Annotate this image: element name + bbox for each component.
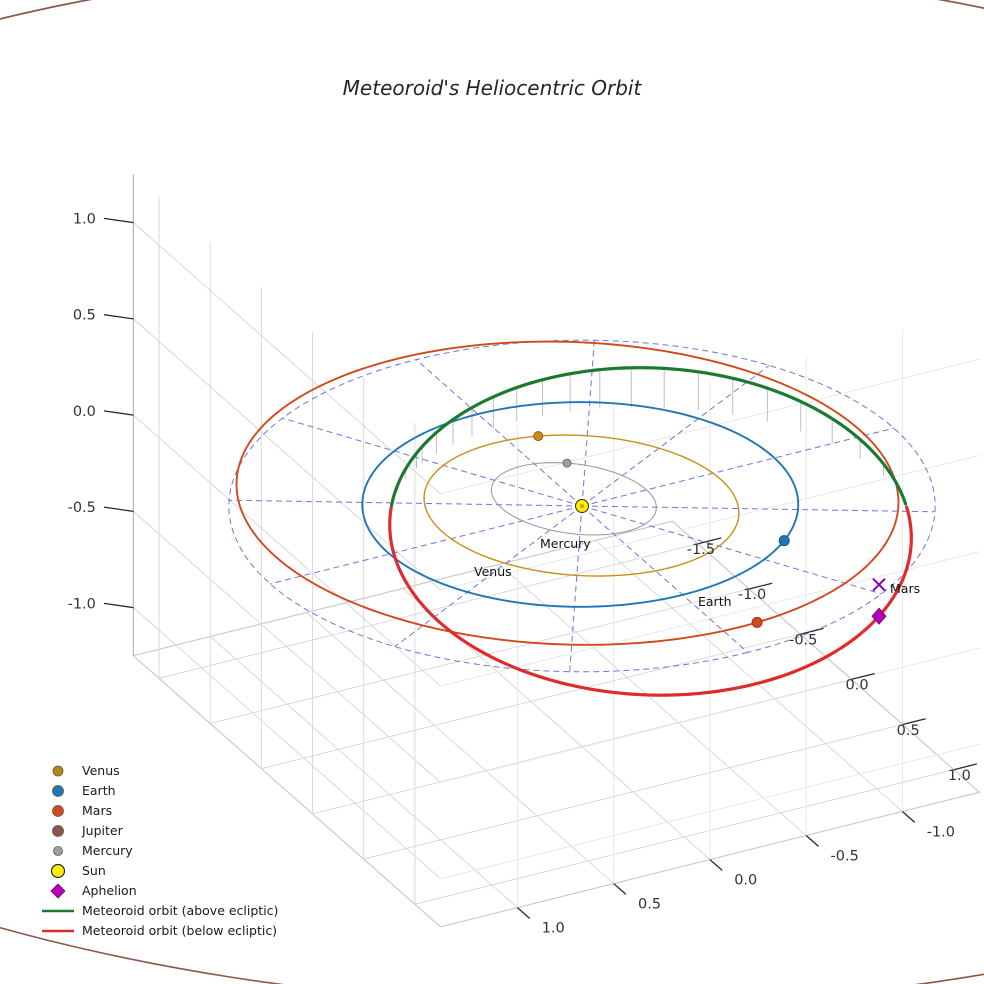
legend-label: Aphelion	[82, 883, 137, 898]
legend-dot-swatch	[50, 863, 66, 879]
y-tick-1-tickmark	[805, 835, 819, 847]
venus-marker	[533, 431, 544, 442]
legend-dot-swatch	[52, 785, 64, 797]
legend: Venus Earth Mars Jupiter Mercury Sun Aphelion M…	[42, 763, 278, 938]
x-tick-0-tickmark	[697, 537, 722, 545]
legend-label: Mercury	[82, 843, 133, 858]
sun-core	[580, 504, 584, 508]
orbit-venus	[423, 434, 740, 577]
x-tick-0: -1.5	[687, 542, 715, 558]
legend-label: Venus	[82, 763, 120, 778]
axis-ticks: -1.5 -1.0 -0.5 0.0 0.5 1.0 -1.0 -0.5 0.0 0.5 1.0 1.…	[68, 211, 978, 937]
x-tick-3-tickmark	[851, 672, 875, 680]
earth-marker	[778, 535, 790, 547]
aphelion-marker	[871, 607, 887, 625]
mercury-label: Mercury	[540, 536, 591, 551]
legend-item-meteoroid-orbit-below-ecliptic[interactable]: Meteoroid orbit (below ecliptic)	[42, 923, 277, 938]
x-tick-4: 0.5	[897, 723, 920, 739]
meteoroid-drop-lines	[397, 367, 901, 496]
y-tick-1: -0.5	[831, 848, 859, 864]
z-tick-1-tickmark	[103, 314, 134, 320]
legend-label: Mars	[82, 803, 112, 818]
y-tick-0-tickmark	[901, 811, 916, 823]
y-tick-2-tickmark	[709, 859, 723, 871]
orbit-meteoroid-above	[420, 366, 908, 506]
legend-label: Meteoroid orbit (above ecliptic)	[82, 903, 278, 918]
page-title: Meteoroid's Heliocentric Orbit	[343, 76, 643, 100]
legend-dot-swatch	[52, 765, 64, 777]
y-tick-4: 1.0	[542, 921, 565, 937]
x-tick-5-tickmark	[953, 763, 978, 771]
legend-label: Jupiter	[81, 823, 124, 838]
legend-dot-swatch	[53, 846, 63, 856]
mars-label: Mars	[890, 581, 920, 596]
orbit-mars	[235, 340, 900, 646]
legend-item-meteoroid-orbit-above-ecliptic[interactable]: Meteoroid orbit (above ecliptic)	[42, 903, 278, 918]
orbit-earth	[361, 401, 800, 608]
polar-grid	[228, 339, 936, 673]
legend-item-mercury[interactable]: Mercury	[53, 843, 134, 858]
y-tick-3: 0.5	[638, 896, 661, 912]
body-markers	[533, 431, 887, 628]
legend-label: Earth	[82, 783, 116, 798]
orbit-mercury	[490, 462, 657, 536]
z-tick-3: -0.5	[68, 500, 96, 516]
venus-label: Venus	[474, 564, 512, 579]
legend-item-sun[interactable]: Sun	[50, 863, 106, 879]
y-tick-2: 0.0	[734, 872, 757, 888]
legend-item-jupiter[interactable]: Jupiter	[52, 823, 124, 838]
legend-item-venus[interactable]: Venus	[52, 763, 120, 778]
y-tick-0: -1.0	[927, 824, 955, 840]
legend-label: Sun	[82, 863, 106, 878]
z-tick-4-tickmark	[103, 602, 134, 609]
orbit-jupiter	[0, 0, 984, 20]
x-tick-3: 0.0	[846, 678, 869, 694]
z-tick-0-tickmark	[103, 217, 134, 224]
x-tick-4-tickmark	[902, 718, 926, 726]
earth-label: Earth	[698, 594, 732, 609]
legend-item-aphelion[interactable]: Aphelion	[50, 883, 137, 899]
z-tick-4: -1.0	[68, 596, 96, 612]
x-tick-1-tickmark	[748, 582, 773, 590]
orbit-meteoroid-above	[389, 445, 424, 507]
legend-dot-swatch	[52, 805, 64, 817]
y-tick-3-tickmark	[613, 883, 627, 895]
point-labels: Mercury Venus Earth Mars	[474, 536, 920, 609]
mercury-marker	[562, 458, 572, 468]
z-tick-3-tickmark	[103, 506, 134, 513]
x-tick-1: -1.0	[738, 587, 766, 603]
z-tick-0: 1.0	[73, 211, 96, 227]
legend-label: Meteoroid orbit (below ecliptic)	[82, 923, 277, 938]
y-tick-4-tickmark	[516, 907, 531, 919]
legend-diamond-swatch	[50, 883, 66, 899]
aphelion-ground-cross	[872, 577, 886, 592]
mars-marker	[751, 616, 763, 628]
z-tick-2-tickmark	[103, 410, 134, 416]
x-tick-5: 1.0	[948, 768, 971, 784]
plot-title-group: Meteoroid's Heliocentric Orbit	[343, 76, 643, 100]
x-tick-2: -0.5	[789, 632, 817, 648]
x-tick-2-tickmark	[800, 627, 824, 635]
legend-dot-swatch	[52, 825, 64, 837]
legend-item-mars[interactable]: Mars	[52, 803, 113, 818]
z-tick-1: 0.5	[73, 308, 96, 324]
z-tick-2: 0.0	[73, 404, 96, 420]
legend-item-earth[interactable]: Earth	[52, 783, 116, 798]
